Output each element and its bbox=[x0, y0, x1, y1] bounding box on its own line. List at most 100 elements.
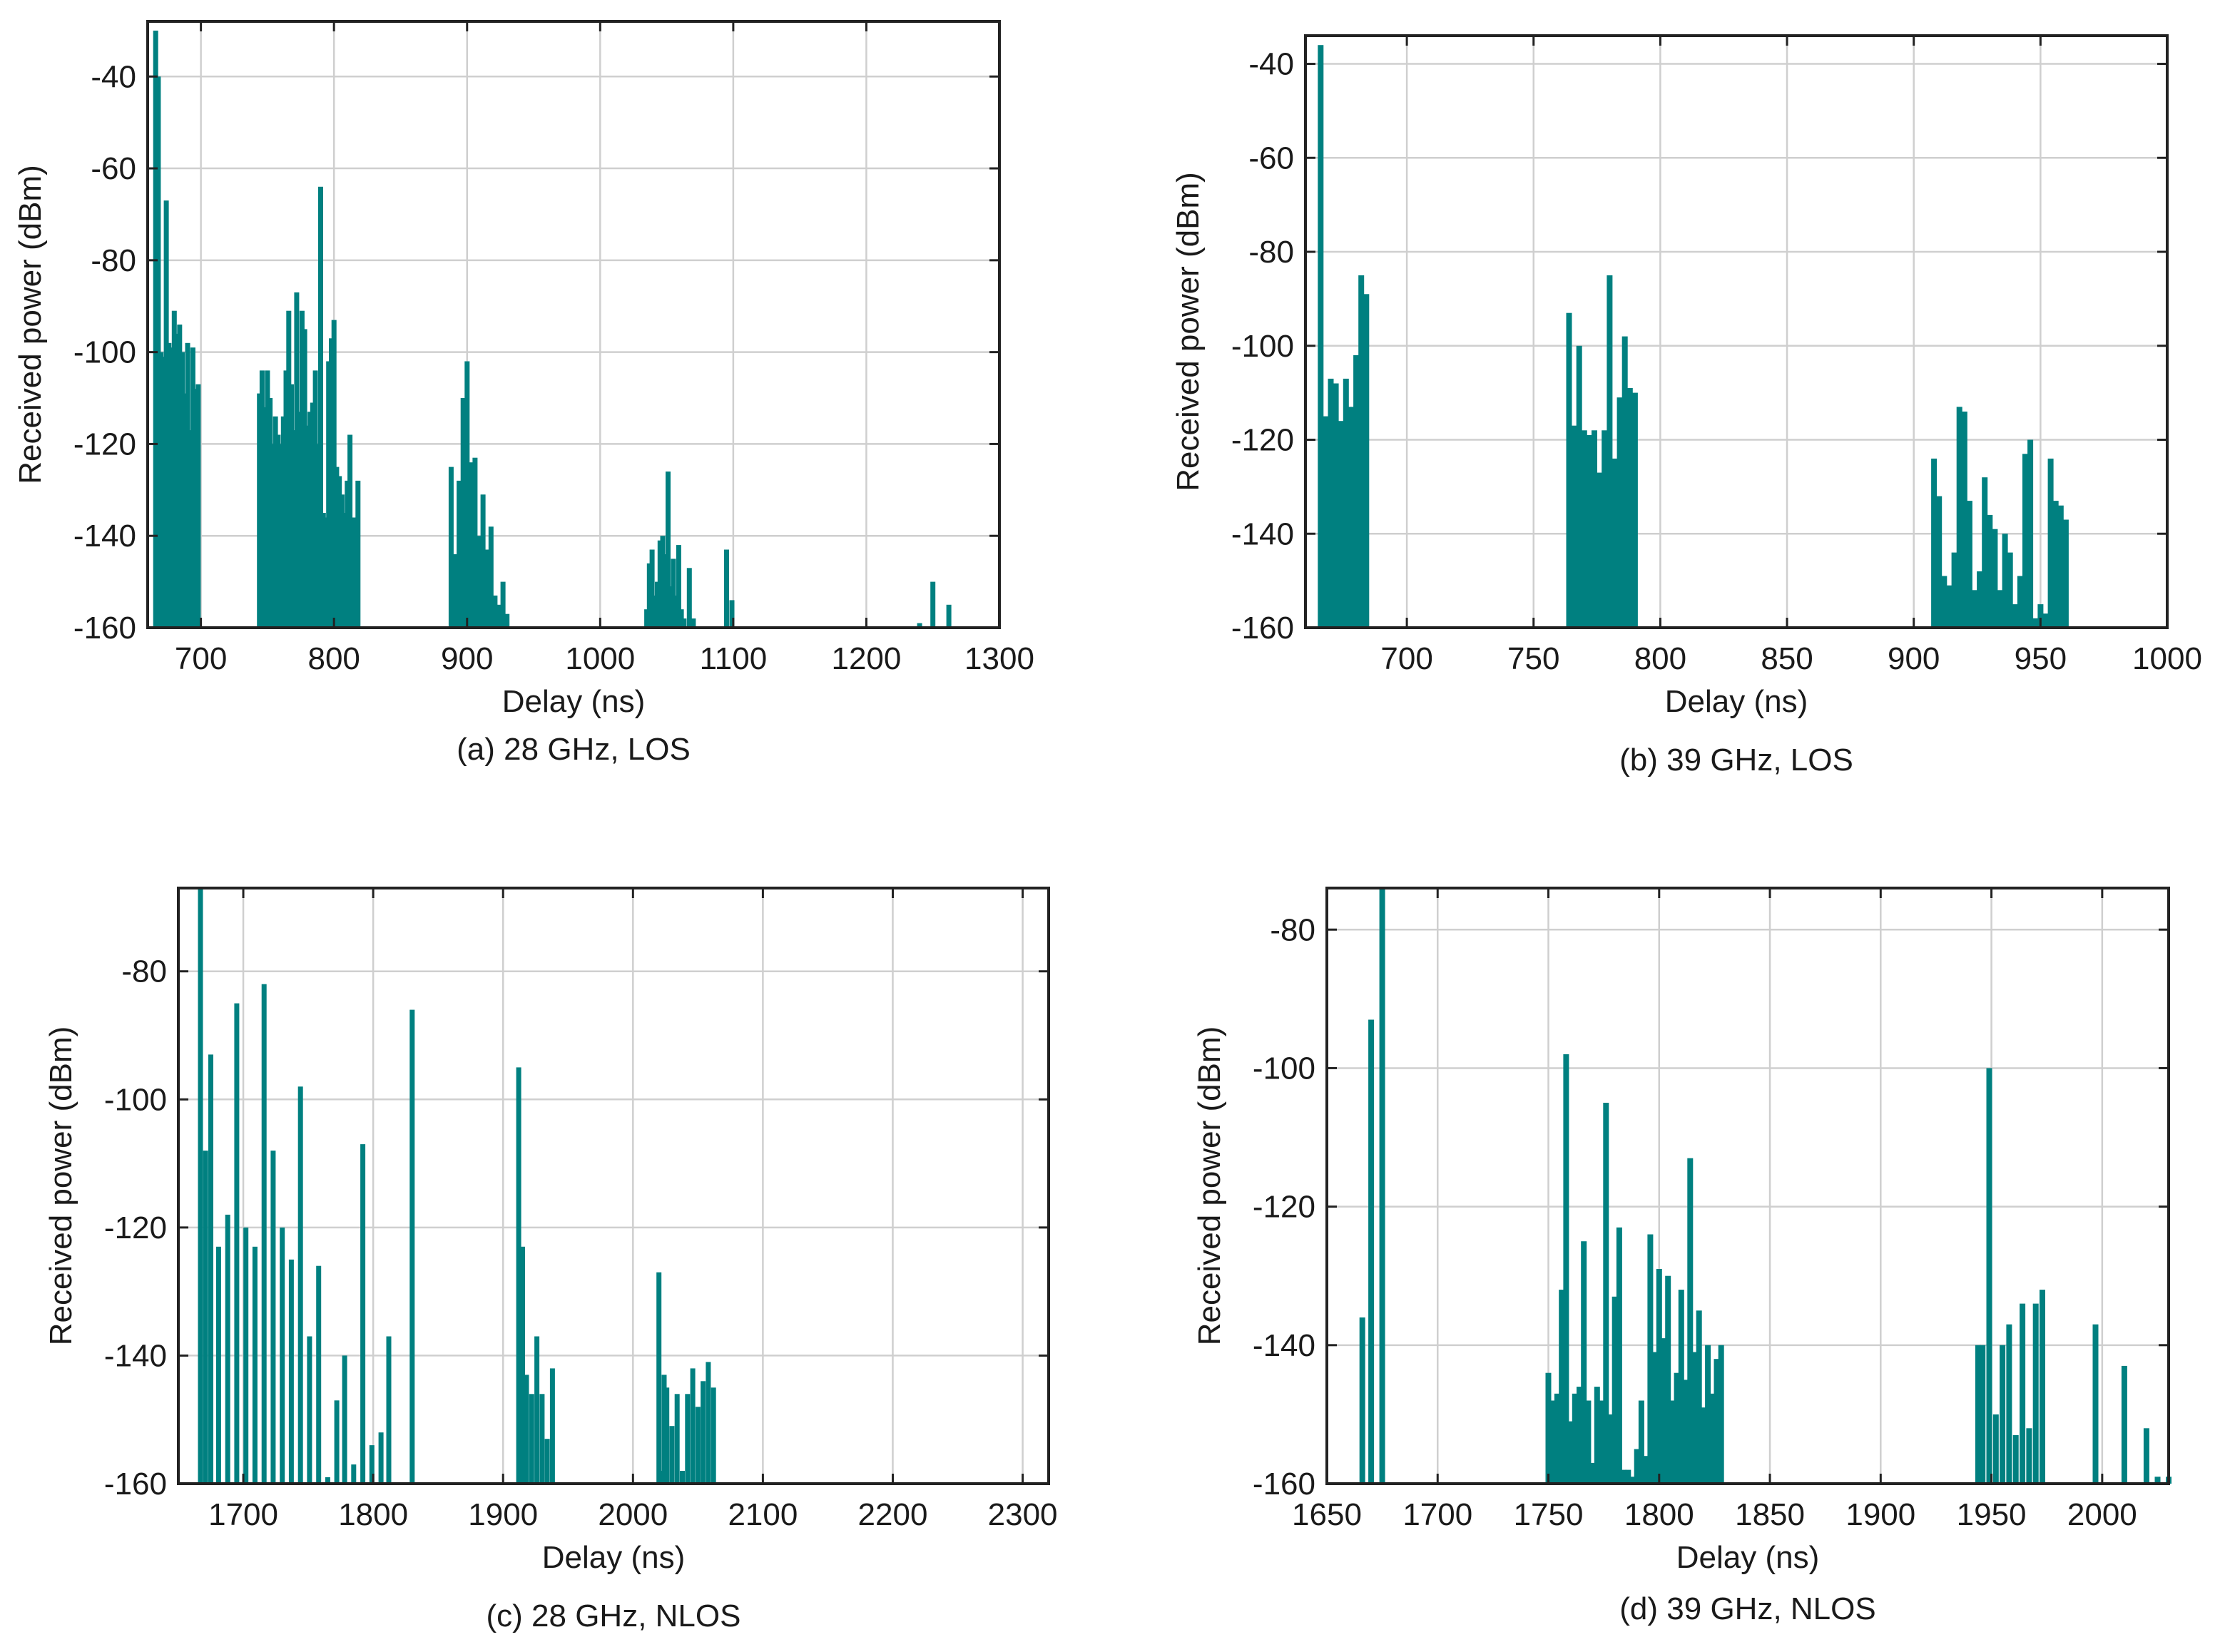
chart-b-bar-37 bbox=[1997, 590, 2003, 628]
chart-d-ylabel: Received power (dBm) bbox=[1192, 1026, 1227, 1346]
chart-c-ytick-label--160: -160 bbox=[104, 1467, 167, 1501]
chart-c-bar-11 bbox=[288, 1259, 294, 1484]
chart-a-bar-28 bbox=[286, 310, 292, 628]
chart-c-bar-7 bbox=[252, 1246, 258, 1484]
chart-a-bar-55 bbox=[448, 466, 454, 628]
chart-a-bar-74 bbox=[655, 581, 660, 628]
chart-d-bar-37 bbox=[1696, 1310, 1702, 1484]
chart-a-bar-88 bbox=[729, 600, 735, 628]
chart-a-bar-38 bbox=[312, 370, 318, 628]
chart-a-bar-59 bbox=[464, 361, 470, 628]
chart-d-ytick-label--140: -140 bbox=[1253, 1328, 1315, 1363]
chart-b-bar-14 bbox=[1586, 434, 1592, 628]
chart-c-bar-37 bbox=[674, 1394, 680, 1484]
chart-c-bar-40 bbox=[690, 1368, 696, 1484]
chart-a-bar-43 bbox=[326, 361, 332, 628]
chart-c-xtick-label-2200: 2200 bbox=[858, 1497, 928, 1532]
chart-b-xtick-label-700: 700 bbox=[1380, 641, 1432, 676]
chart-d-bar-23 bbox=[1634, 1449, 1640, 1484]
chart-d-bar-24 bbox=[1638, 1400, 1644, 1484]
chart-a-bar-21 bbox=[268, 398, 273, 628]
chart-c-bar-38 bbox=[680, 1471, 685, 1484]
chart-a-xtick-label-700: 700 bbox=[175, 641, 227, 676]
chart-d-bar-41 bbox=[1714, 1359, 1720, 1484]
chart-a-bar-44 bbox=[329, 338, 334, 628]
chart-a-bar-36 bbox=[307, 412, 313, 628]
chart-b-bar-35 bbox=[1987, 514, 1993, 628]
chart-b-bar-0 bbox=[1318, 45, 1324, 628]
chart-d-bar-25 bbox=[1643, 1456, 1649, 1484]
chart-a-bar-62 bbox=[477, 536, 482, 628]
chart-a-bar-4 bbox=[163, 200, 169, 628]
chart-b-xtick-label-1000: 1000 bbox=[2132, 641, 2202, 676]
chart-a-bar-58 bbox=[460, 398, 466, 628]
chart-a-bar-65 bbox=[488, 526, 494, 628]
chart-a-bar-69 bbox=[504, 613, 510, 628]
chart-d-ytick-label--100: -100 bbox=[1253, 1051, 1315, 1086]
chart-b-bar-21 bbox=[1621, 336, 1628, 628]
chart-d-bar-45 bbox=[1986, 1068, 1992, 1484]
chart-a-bar-12 bbox=[185, 342, 190, 628]
chart-c-ytick-label--140: -140 bbox=[104, 1338, 167, 1373]
chart-a-bar-20 bbox=[265, 370, 270, 628]
chart-a-bar-90 bbox=[930, 581, 936, 628]
chart-a-ytick-label--40: -40 bbox=[91, 59, 136, 94]
chart-c-bar-14 bbox=[316, 1265, 322, 1484]
chart-b-bar-36 bbox=[1992, 529, 1998, 628]
chart-d-bar-17 bbox=[1607, 1414, 1614, 1484]
chart-b-ylabel: Received power (dBm) bbox=[1171, 172, 1206, 491]
chart-a-bar-85 bbox=[686, 568, 692, 628]
chart-c-bar-16 bbox=[334, 1400, 340, 1484]
chart-c-bar-4 bbox=[225, 1214, 230, 1484]
chart-b-bar-3 bbox=[1333, 383, 1339, 628]
chart-b-bar-16 bbox=[1597, 472, 1603, 628]
chart-d-xlabel: Delay (ns) bbox=[1676, 1540, 1820, 1575]
chart-d-bar-49 bbox=[2012, 1435, 2019, 1484]
chart-b-bar-32 bbox=[1972, 590, 1977, 628]
chart-a-bar-14 bbox=[190, 347, 195, 628]
chart-d-bar-6 bbox=[1559, 1290, 1565, 1484]
chart-d-bar-53 bbox=[2040, 1290, 2045, 1484]
chart-a-bar-13 bbox=[188, 430, 193, 628]
chart-d-bar-26 bbox=[1647, 1234, 1654, 1484]
chart-a-bar-47 bbox=[337, 476, 342, 628]
chart-c-bar-42 bbox=[701, 1381, 706, 1484]
chart-c-bar-1 bbox=[203, 1151, 208, 1484]
chart-a-bar-42 bbox=[323, 517, 329, 628]
chart-b-bar-15 bbox=[1592, 430, 1597, 628]
chart-d-bar-55 bbox=[2121, 1365, 2127, 1484]
chart-c-ytick-label--120: -120 bbox=[104, 1210, 167, 1245]
chart-b-bar-10 bbox=[1566, 312, 1572, 628]
chart-d-bar-52 bbox=[2032, 1303, 2039, 1484]
chart-c-bar-18 bbox=[351, 1464, 357, 1484]
chart-c-bar-9 bbox=[270, 1151, 276, 1484]
chart-a-xlabel: Delay (ns) bbox=[502, 684, 646, 719]
chart-b-bar-11 bbox=[1571, 425, 1577, 628]
chart-b-bar-38 bbox=[2002, 534, 2008, 628]
chart-d-bar-56 bbox=[2143, 1428, 2149, 1484]
chart-c-ytick-label--80: -80 bbox=[121, 954, 167, 989]
chart-a-ytick-label--100: -100 bbox=[73, 335, 136, 370]
chart-d-xtick-label-1650: 1650 bbox=[1292, 1497, 1362, 1532]
chart-a-bar-79 bbox=[668, 586, 673, 628]
chart-a-ytick-label--60: -60 bbox=[91, 151, 136, 186]
chart-d-bar-43 bbox=[1975, 1345, 1981, 1484]
chart-b-bar-18 bbox=[1607, 275, 1613, 628]
chart-c-xtick-label-1700: 1700 bbox=[208, 1497, 278, 1532]
chart-d-bar-51 bbox=[2026, 1428, 2032, 1484]
chart-a-xtick-label-1200: 1200 bbox=[831, 641, 901, 676]
chart-a-bar-70 bbox=[644, 609, 650, 628]
chart-c-bar-3 bbox=[215, 1246, 221, 1484]
chart-d-bar-27 bbox=[1651, 1352, 1658, 1484]
chart-d-bar-48 bbox=[2006, 1324, 2012, 1484]
chart-a-ytick-label--80: -80 bbox=[91, 243, 136, 278]
chart-b-bar-41 bbox=[2017, 576, 2023, 628]
chart-d-bar-3 bbox=[1545, 1372, 1552, 1484]
chart-a-bar-17 bbox=[257, 393, 263, 628]
chart-d-bar-54 bbox=[2092, 1324, 2099, 1484]
chart-c-bar-24 bbox=[516, 1067, 521, 1484]
chart-b-bar-34 bbox=[1982, 477, 1988, 628]
